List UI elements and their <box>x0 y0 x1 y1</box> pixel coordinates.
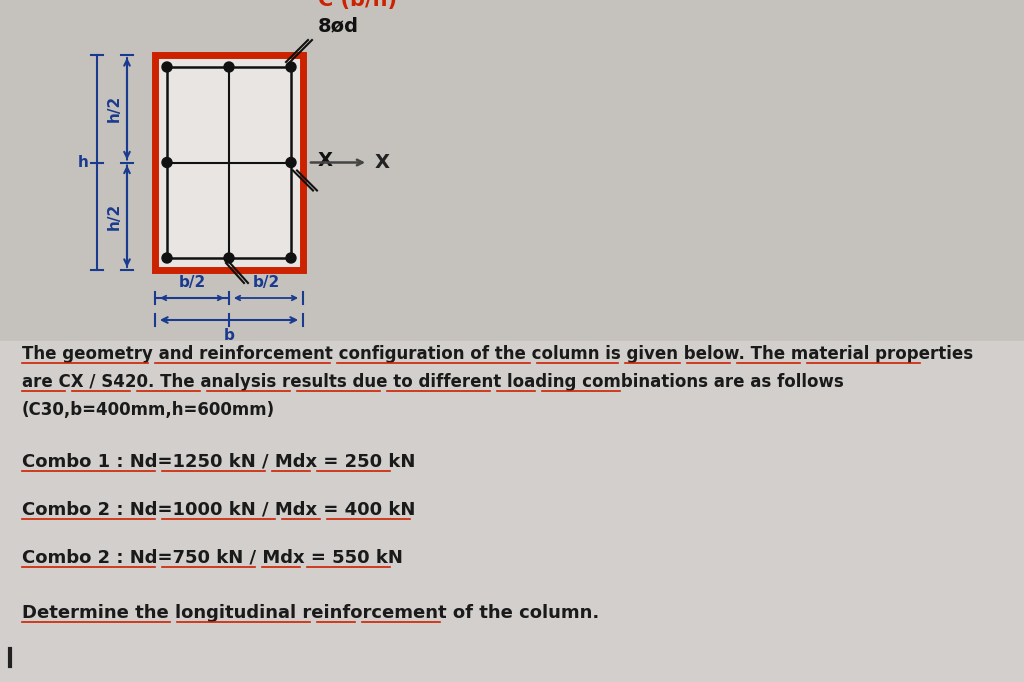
Circle shape <box>224 253 234 263</box>
Text: h/2: h/2 <box>106 95 122 122</box>
Text: h: h <box>78 155 89 170</box>
Bar <box>0 341 1024 682</box>
Circle shape <box>286 253 296 263</box>
Bar <box>167 67 291 258</box>
Text: C (b/h): C (b/h) <box>318 0 397 10</box>
Circle shape <box>162 253 172 263</box>
Circle shape <box>162 158 172 168</box>
Circle shape <box>286 62 296 72</box>
Text: Combo 2 : Nd=1000 kN / Mdx = 400 kN: Combo 2 : Nd=1000 kN / Mdx = 400 kN <box>22 501 416 519</box>
Text: b: b <box>223 328 234 343</box>
Circle shape <box>224 62 234 72</box>
Bar <box>155 55 303 270</box>
Text: The geometry and reinforcement configuration of the column is given below. The m: The geometry and reinforcement configura… <box>22 345 973 363</box>
Text: 8ød: 8ød <box>318 16 359 35</box>
Text: h/2: h/2 <box>106 203 122 230</box>
Circle shape <box>162 62 172 72</box>
Text: (C30,b=400mm,h=600mm): (C30,b=400mm,h=600mm) <box>22 401 275 419</box>
Text: X: X <box>318 151 333 170</box>
Text: b/2: b/2 <box>178 275 206 290</box>
Text: X: X <box>375 153 390 172</box>
Text: Combo 2 : Nd=750 kN / Mdx = 550 kN: Combo 2 : Nd=750 kN / Mdx = 550 kN <box>22 549 402 567</box>
Text: are CX / S420. The analysis results due to different loading combinations are as: are CX / S420. The analysis results due … <box>22 373 844 391</box>
Text: Determine the longitudinal reinforcement of the column.: Determine the longitudinal reinforcement… <box>22 604 599 622</box>
Circle shape <box>286 158 296 168</box>
Bar <box>0 0 1024 341</box>
Text: b/2: b/2 <box>252 275 280 290</box>
Text: Combo 1 : Nd=1250 kN / Mdx = 250 kN: Combo 1 : Nd=1250 kN / Mdx = 250 kN <box>22 453 416 471</box>
